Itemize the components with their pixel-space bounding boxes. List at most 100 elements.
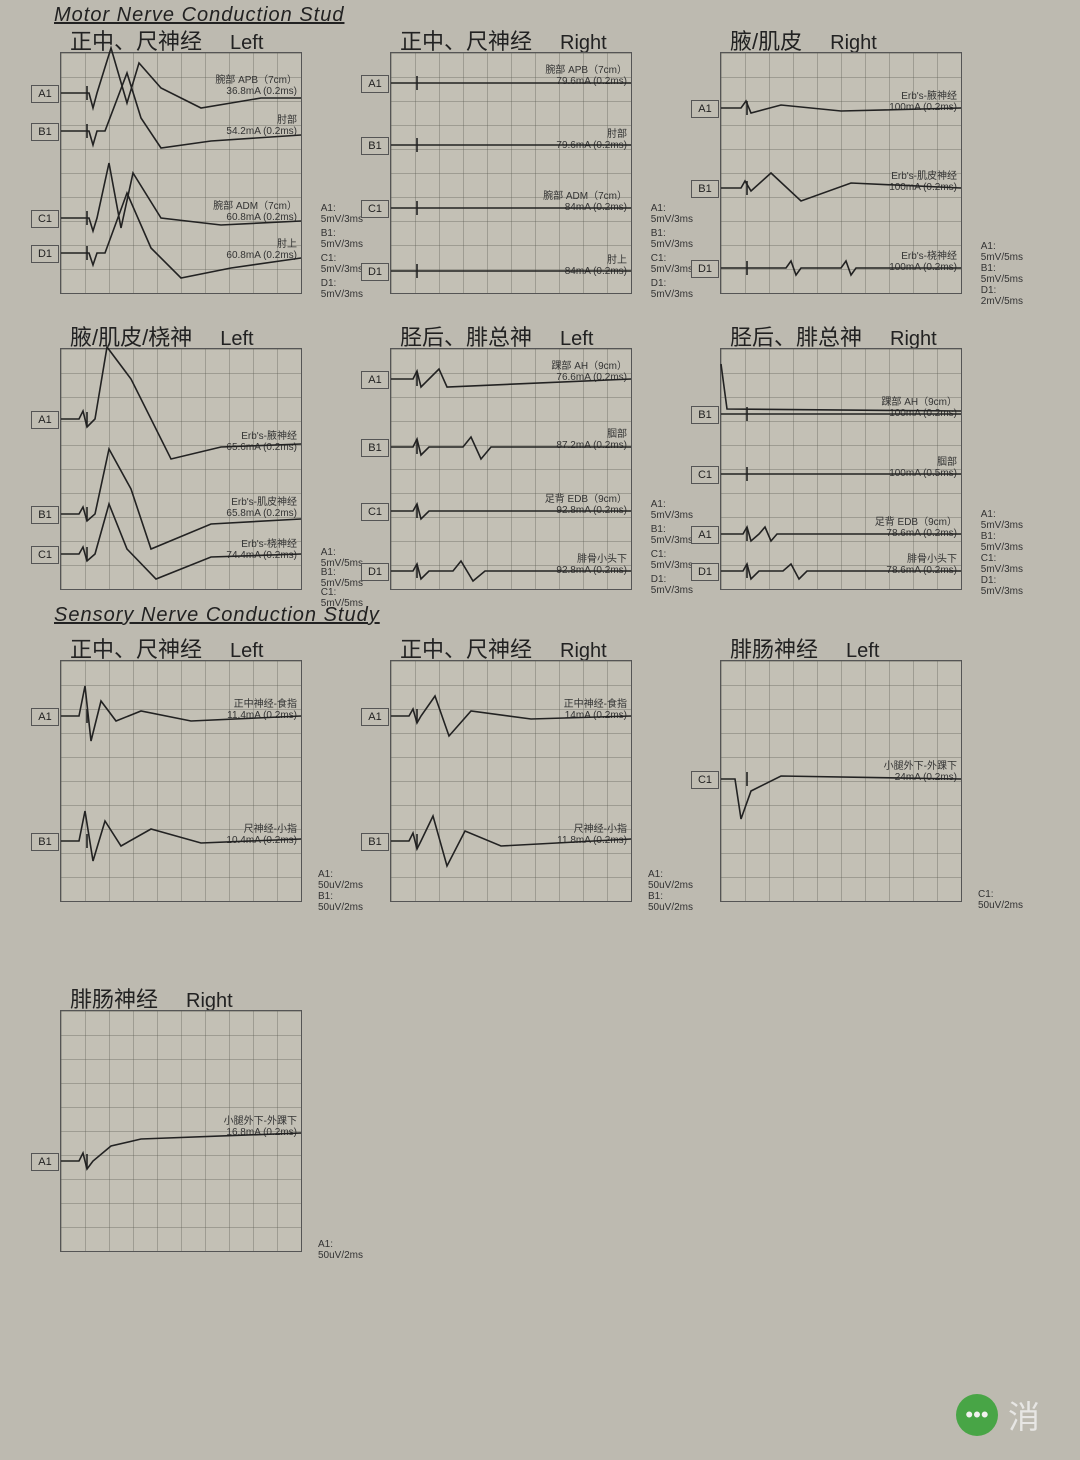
- waveform-path: [61, 347, 301, 459]
- scale-annotation: D1:5mV/3ms: [981, 575, 1023, 597]
- panel-title-text: 腓肠神经: [70, 987, 158, 1012]
- scale-annotation: C1:5mV/3ms: [651, 253, 693, 275]
- scale-annotation: A1:50uV/2ms: [648, 869, 693, 891]
- panel-s3: 腓肠神经LeftC1小腿外下-外踝下24mA (0.2ms)C1:50uV/2m…: [720, 660, 960, 900]
- scale-annotation: B1:5mV/3ms: [321, 228, 363, 250]
- scale-annotation: B1:5mV/5ms: [981, 263, 1023, 285]
- waveform-grid: C1小腿外下-外踝下24mA (0.2ms)C1:50uV/2ms: [720, 660, 962, 902]
- waveform-grid: A1小腿外下-外踝下16.8mA (0.2ms)A1:50uV/2ms: [60, 1010, 302, 1252]
- scale-annotation: B1:5mV/3ms: [651, 524, 693, 546]
- channel-tag: A1: [31, 411, 59, 429]
- scale-annotation: A1:5mV/3ms: [981, 509, 1023, 531]
- channel-tag: A1: [31, 85, 59, 103]
- waveform-path: [391, 696, 631, 736]
- panel-title-text: 正中、尺神经: [70, 637, 202, 662]
- waveform-path: [721, 101, 961, 113]
- scale-annotation: B1:50uV/2ms: [318, 891, 363, 913]
- waveform-path: [721, 776, 961, 819]
- scale-annotation: C1:5mV/3ms: [321, 253, 363, 275]
- panel-m3: 腋/肌皮RightA1B1D1Erb's-腋神经100mA (0.2ms)Erb…: [720, 52, 960, 292]
- panel-side-text: Left: [230, 32, 263, 54]
- waveform-svg: [61, 1011, 301, 1251]
- panel-title-text: 腋/肌皮/桡神: [70, 325, 192, 350]
- channel-tag: B1: [31, 123, 59, 141]
- scale-annotation: C1:5mV/3ms: [651, 549, 693, 571]
- channel-tag: A1: [361, 371, 389, 389]
- channel-tag: C1: [31, 546, 59, 564]
- channel-tag: A1: [691, 100, 719, 118]
- panel-title-text: 胫后、腓总神: [730, 325, 862, 350]
- panel-side-text: Left: [846, 640, 879, 662]
- channel-tag: B1: [361, 833, 389, 851]
- channel-tag: C1: [361, 200, 389, 218]
- waveform-path: [61, 504, 301, 579]
- scale-annotation: D1:5mV/3ms: [651, 278, 693, 300]
- waveform-grid: A1B1C1D1腕部 APB（7cm）79.6mA (0.2ms)肘部79.6m…: [390, 52, 632, 294]
- channel-tag: C1: [31, 210, 59, 228]
- channel-tag: D1: [361, 563, 389, 581]
- panel-s2: 正中、尺神经RightA1B1正中神经-食指14mA (0.2ms)尺神经-小指…: [390, 660, 630, 900]
- waveform-grid: A1B1C1D1踝部 AH（9cm）76.6mA (0.2ms)腘部87.2mA…: [390, 348, 632, 590]
- waveform-path: [61, 1133, 301, 1169]
- scale-annotation: B1:50uV/2ms: [648, 891, 693, 913]
- waveform-grid: A1B1正中神经-食指14mA (0.2ms)尺神经-小指11.8mA (0.2…: [390, 660, 632, 902]
- channel-tag: C1: [361, 503, 389, 521]
- scale-annotation: C1:50uV/2ms: [978, 889, 1023, 911]
- waveform-svg: [721, 661, 961, 901]
- scale-annotation: B1:5mV/5ms: [321, 567, 363, 589]
- waveform-path: [391, 369, 631, 387]
- waveform-path: [391, 561, 631, 581]
- channel-tag: D1: [361, 263, 389, 281]
- panel-m4: 腋/肌皮/桡神LeftA1B1C1Erb's-腋神经65.6mA (0.2ms)…: [60, 348, 300, 588]
- waveform-grid: A1B1正中神经-食指11.4mA (0.2ms)尺神经-小指10.4mA (0…: [60, 660, 302, 902]
- panel-side-text: Right: [560, 32, 607, 54]
- waveform-path: [391, 437, 631, 459]
- waveform-path: [721, 364, 961, 414]
- scale-annotation: D1:5mV/3ms: [321, 278, 363, 300]
- panel-m1: 正中、尺神经LeftA1B1C1D1腕部 APB（7cm）36.8mA (0.2…: [60, 52, 300, 292]
- panel-side-text: Right: [890, 328, 937, 350]
- waveform-svg: [61, 349, 301, 589]
- panel-m5: 胫后、腓总神LeftA1B1C1D1踝部 AH（9cm）76.6mA (0.2m…: [390, 348, 630, 588]
- scale-annotation: D1:5mV/3ms: [651, 574, 693, 596]
- panel-title-text: 正中、尺神经: [70, 29, 202, 54]
- panel-title-text: 腋/肌皮: [730, 29, 802, 54]
- panel-title-text: 腓肠神经: [730, 637, 818, 662]
- panel-side-text: Right: [830, 32, 877, 54]
- scale-annotation: B1:5mV/3ms: [651, 228, 693, 250]
- waveform-path: [61, 193, 301, 278]
- watermark-text: 消: [1008, 1392, 1040, 1438]
- channel-tag: B1: [31, 833, 59, 851]
- channel-tag: B1: [691, 406, 719, 424]
- page-root: Motor Nerve Conduction Stud Sensory Nerv…: [0, 0, 1080, 1460]
- waveform-svg: [721, 349, 961, 589]
- waveform-path: [61, 48, 301, 108]
- channel-tag: B1: [361, 439, 389, 457]
- channel-tag: B1: [691, 180, 719, 198]
- waveform-path: [61, 811, 301, 861]
- waveform-path: [721, 261, 961, 275]
- panel-m6: 胫后、腓总神RightB1C1A1D1踝部 AH（9cm）100mA (0.2m…: [720, 348, 960, 588]
- scale-annotation: B1:5mV/3ms: [981, 531, 1023, 553]
- channel-tag: D1: [691, 260, 719, 278]
- panel-m2: 正中、尺神经RightA1B1C1D1腕部 APB（7cm）79.6mA (0.…: [390, 52, 630, 292]
- waveform-svg: [391, 349, 631, 589]
- scale-annotation: A1:50uV/2ms: [318, 869, 363, 891]
- waveform-path: [391, 504, 631, 519]
- channel-tag: A1: [31, 708, 59, 726]
- channel-tag: D1: [691, 563, 719, 581]
- panel-s1: 正中、尺神经LeftA1B1正中神经-食指11.4mA (0.2ms)尺神经-小…: [60, 660, 300, 900]
- waveform-svg: [721, 53, 961, 293]
- panel-s4: 腓肠神经RightA1小腿外下-外踝下16.8mA (0.2ms)A1:50uV…: [60, 1010, 300, 1250]
- scale-annotation: C1:5mV/3ms: [981, 553, 1023, 575]
- channel-tag: C1: [691, 466, 719, 484]
- waveform-path: [391, 816, 631, 866]
- panel-title-text: 胫后、腓总神: [400, 325, 532, 350]
- waveform-grid: A1B1D1Erb's-腋神经100mA (0.2ms)Erb's-肌皮神经10…: [720, 52, 962, 294]
- panel-side-text: Right: [560, 640, 607, 662]
- waveform-path: [61, 686, 301, 741]
- waveform-svg: [391, 53, 631, 293]
- waveform-path: [61, 73, 301, 148]
- channel-tag: A1: [361, 708, 389, 726]
- panel-side-text: Left: [220, 328, 253, 350]
